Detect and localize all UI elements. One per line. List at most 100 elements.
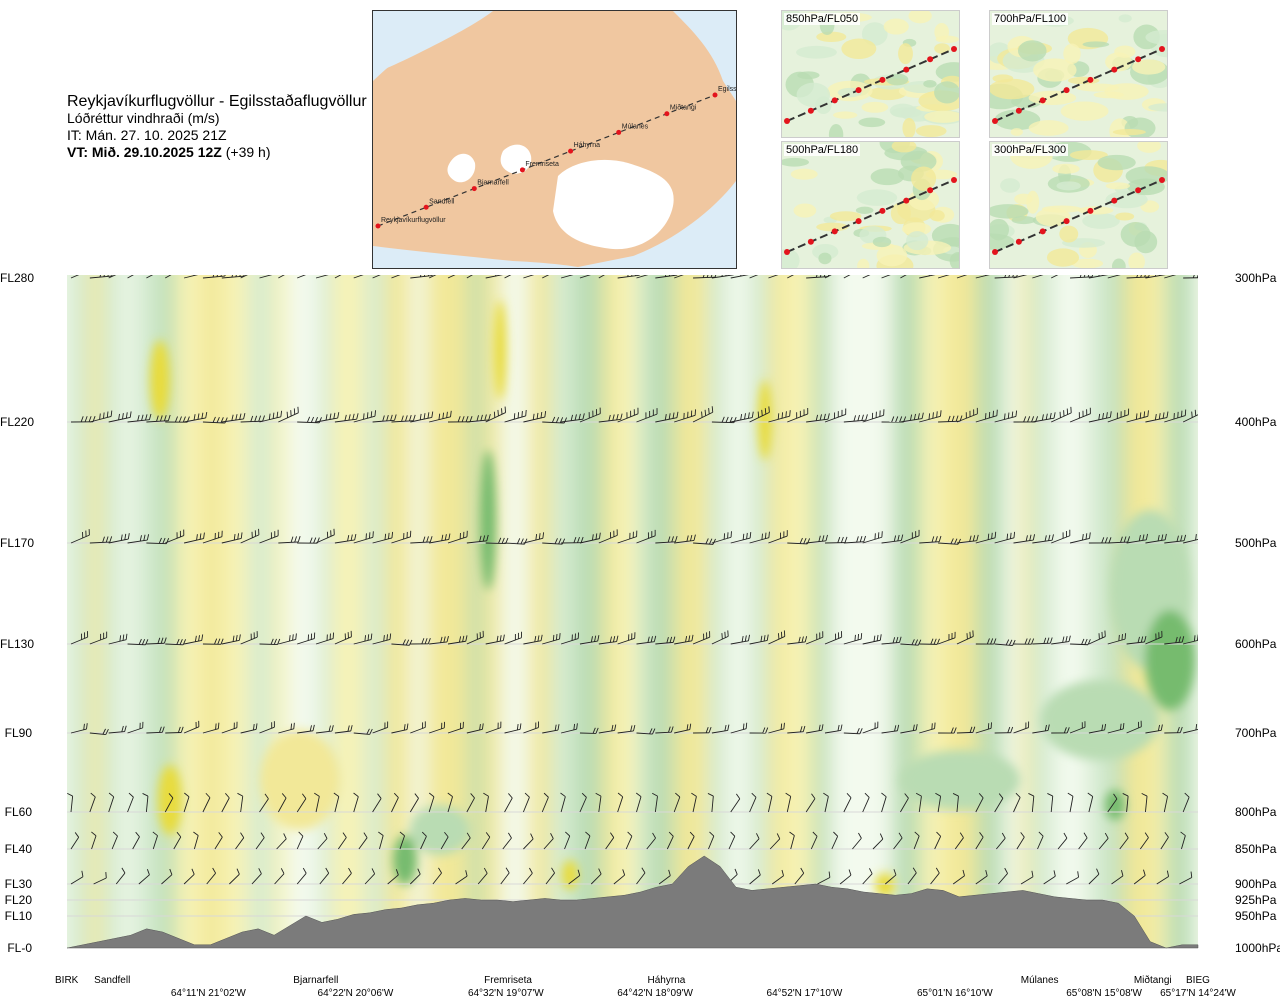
thumbnail-500hpa[interactable]: 500hPa/FL180 xyxy=(781,141,960,269)
wind-barb xyxy=(1070,638,1091,646)
wind-barb xyxy=(655,275,678,279)
wind-barb xyxy=(843,535,866,544)
wind-barb xyxy=(278,633,297,645)
wind-barb xyxy=(975,409,998,423)
wind-barb xyxy=(843,728,863,735)
thumbnail-300hpa[interactable]: 300hPa/FL300 xyxy=(989,141,1168,269)
field-band xyxy=(332,275,371,948)
wind-barb xyxy=(1088,537,1112,544)
wind-barb xyxy=(221,721,238,734)
wind-barb xyxy=(994,726,1014,734)
wind-barb xyxy=(1028,793,1035,813)
wind-barb xyxy=(89,728,109,735)
wind-barb xyxy=(1088,868,1100,885)
wind-barb xyxy=(560,275,574,279)
wind-barb xyxy=(579,792,587,813)
wind-barb xyxy=(673,792,681,813)
wind-barb xyxy=(730,722,748,734)
wind-barb xyxy=(89,792,96,813)
wind-barb xyxy=(183,275,199,279)
y-left-tick: FL30 xyxy=(4,877,32,891)
wind-barb xyxy=(372,531,394,544)
wind-barb xyxy=(1087,792,1094,813)
field-blob xyxy=(875,873,895,897)
thumbnail-300hpa-map xyxy=(990,142,1167,268)
wind-barb xyxy=(89,536,113,544)
wind-barb xyxy=(70,723,88,734)
wind-barb xyxy=(1183,275,1198,279)
wind-barb xyxy=(655,411,679,423)
wind-barb xyxy=(523,634,543,645)
wind-barb xyxy=(127,413,152,423)
wind-barb xyxy=(824,724,843,734)
wind-barb xyxy=(93,872,107,885)
wind-barb xyxy=(617,407,639,423)
y-left-tick: FL-0 xyxy=(7,941,32,955)
wind-barb xyxy=(1066,871,1079,885)
wind-barb xyxy=(785,792,792,813)
thumbnail-700hpa[interactable]: 700hPa/FL100 xyxy=(989,10,1168,138)
y-left-tick: FL170 xyxy=(0,536,35,550)
y-right-tick: 925hPa xyxy=(1235,893,1277,907)
wind-barb xyxy=(613,869,626,885)
wind-barb xyxy=(561,536,584,544)
y-right-tick: 600hPa xyxy=(1235,637,1277,651)
x-coord-label: 65°17'N 14°24'W xyxy=(1160,988,1236,999)
wind-barb xyxy=(481,832,491,850)
thumbnail-850hpa[interactable]: 850hPa/FL050 xyxy=(781,10,960,138)
wind-barb xyxy=(824,631,843,645)
svg-text:Múlanes: Múlanes xyxy=(622,123,649,130)
wind-barb xyxy=(1107,536,1131,544)
wind-barb xyxy=(1145,533,1167,544)
wind-barb xyxy=(636,867,646,885)
wind-barb xyxy=(91,831,97,850)
wind-barb xyxy=(410,275,433,279)
wind-barb xyxy=(1162,792,1169,813)
wind-barb xyxy=(278,722,295,734)
wind-barb xyxy=(1160,832,1169,850)
wind-barb xyxy=(387,869,399,885)
wind-barb xyxy=(542,416,568,424)
wind-barb xyxy=(711,531,732,544)
wind-barb xyxy=(1111,869,1124,885)
wind-barb xyxy=(240,275,248,279)
wind-barb xyxy=(164,793,174,813)
wind-barb xyxy=(674,275,684,279)
wind-barb xyxy=(391,792,399,813)
wind-barb xyxy=(862,721,879,734)
wind-barb xyxy=(202,530,223,544)
route-point: Reykjavíkurflugvöllur xyxy=(375,217,446,229)
wind-barb xyxy=(598,275,605,279)
wind-barb xyxy=(831,831,839,850)
wind-barb xyxy=(1126,533,1148,544)
wind-barb xyxy=(1164,409,1187,423)
wind-barb xyxy=(221,413,246,423)
y-left-tick: FL90 xyxy=(4,726,32,740)
wind-barb xyxy=(1107,408,1130,423)
wind-barb xyxy=(391,414,416,423)
wind-barb xyxy=(839,869,852,885)
wind-barb xyxy=(202,792,211,813)
wind-barb xyxy=(787,725,806,734)
wind-barb xyxy=(1180,831,1186,850)
wind-barb xyxy=(193,831,199,850)
x-point-label: Sandfell xyxy=(94,975,131,986)
wind-barb xyxy=(1156,870,1170,885)
wind-barb xyxy=(568,869,581,885)
wind-barb xyxy=(127,721,144,734)
wind-barb xyxy=(523,721,539,734)
wind-barb xyxy=(956,275,968,279)
wind-barb xyxy=(1183,723,1198,734)
svg-text:Egilsstaðir: Egilsstaðir xyxy=(718,85,736,93)
wind-barb xyxy=(881,724,900,734)
wind-barb xyxy=(674,409,696,423)
field-blob xyxy=(260,730,340,830)
wind-barb xyxy=(954,832,964,850)
wind-barb xyxy=(297,537,320,544)
wind-barb xyxy=(900,639,922,646)
wind-barb xyxy=(202,722,220,734)
wind-barb xyxy=(1145,630,1163,645)
wind-barb xyxy=(625,831,633,850)
wind-barb xyxy=(504,631,522,645)
wind-barb xyxy=(372,633,392,645)
